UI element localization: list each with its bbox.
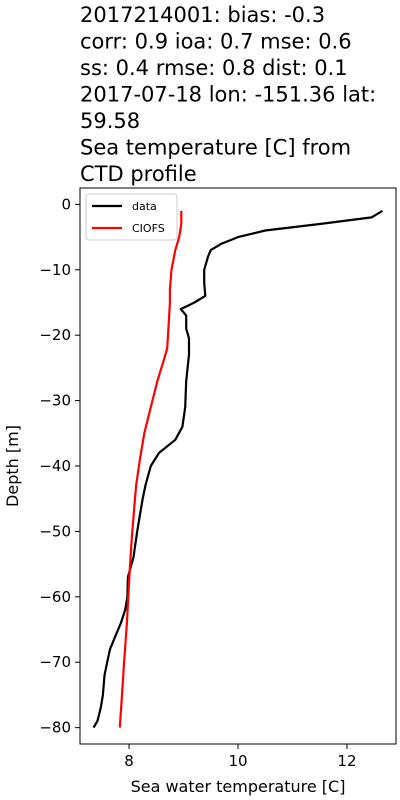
title-line: Sea temperature [C] from [80, 136, 351, 160]
x-axis: 8 10 12 [124, 744, 357, 770]
y-tick-label: −50 [39, 522, 71, 540]
y-axis-label: Depth [m] [3, 425, 22, 507]
series-line-data [92, 209, 383, 729]
y-tick-label: −20 [39, 326, 71, 344]
y-tick-label: −10 [39, 261, 71, 279]
title-line: 2017-07-18 lon: -151.36 lat: [80, 83, 376, 107]
y-tick-label: −40 [39, 457, 71, 475]
x-axis-label: Sea water temperature [C] [131, 777, 346, 796]
y-tick-label: 0 [61, 195, 71, 213]
title-line: 59.58 [80, 109, 140, 133]
legend: data CIOFS [85, 193, 178, 241]
legend-label: data [132, 200, 157, 213]
x-tick-label: 8 [124, 752, 134, 770]
title-line: 2017214001: bias: -0.3 [80, 3, 325, 27]
plot-area [92, 209, 383, 729]
y-tick-label: −30 [39, 392, 71, 410]
series-line-ciofs [118, 210, 183, 728]
x-tick-label: 12 [337, 752, 356, 770]
y-axis: 0 −10 −20 −30 −40 −50 −60 −70 −80 [39, 195, 80, 737]
chart-title: 2017214001: bias: -0.3 corr: 0.9 ioa: 0.7… [80, 3, 376, 186]
title-line: ss: 0.4 rmse: 0.8 dist: 0.1 [80, 56, 348, 80]
y-tick-label: −70 [39, 653, 71, 671]
axes-frame [79, 187, 397, 745]
y-tick-label: −80 [39, 719, 71, 737]
title-line: CTD profile [80, 162, 197, 186]
x-tick-label: 10 [228, 752, 247, 770]
title-line: corr: 0.9 ioa: 0.7 mse: 0.6 [80, 30, 352, 54]
y-tick-label: −60 [39, 588, 71, 606]
legend-label: CIOFS [132, 222, 165, 235]
